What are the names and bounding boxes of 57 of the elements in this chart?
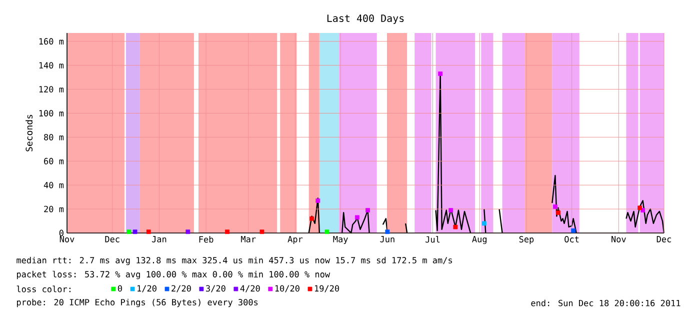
y-tick-label: 40 m [44, 182, 64, 188]
x-tick-label: Sep [519, 236, 534, 244]
legend-label: 1/20 [138, 285, 156, 292]
legend-label: 10/20 [275, 285, 300, 292]
y-tick-label: 60 m [44, 158, 64, 164]
point [126, 230, 132, 234]
point [556, 210, 560, 215]
x-tick-label: Jan [152, 236, 166, 242]
legend-label: 3/20 [206, 285, 226, 292]
y-axis-title: Seconds [26, 114, 33, 152]
x-tick-label: Dec [105, 236, 120, 242]
point [316, 198, 320, 203]
legend-label: 0 [118, 285, 122, 292]
point [260, 230, 264, 234]
text: packet loss: 53.72 % avg 100.00 % max 0.00 % min 100.00 % now [17, 270, 330, 280]
point [448, 208, 454, 212]
x-tick-label: Oct [564, 236, 579, 242]
x-tick-label: Nov [60, 236, 74, 242]
text: median rtt: 2.7 ms avg 132.8 ms max 325.4 us min 457.3 us now 15.7 ms sd 172.5 m am/s [16, 256, 452, 266]
point [385, 230, 390, 234]
legend-title: loss color: [16, 286, 70, 292]
x-tick-label: Dec [656, 236, 671, 242]
point [482, 221, 486, 226]
point [146, 230, 151, 234]
point [453, 224, 458, 230]
y-tick-label: 0 [59, 230, 64, 236]
x-tick-label: Jun [380, 236, 394, 242]
y-tick-label: 120 m [39, 86, 64, 92]
point [186, 230, 190, 234]
point [552, 204, 558, 209]
legend-label: 4/20 [240, 285, 260, 292]
legend-label: 2/20 [172, 285, 191, 292]
point [324, 230, 330, 234]
x-tick-label: Aug [472, 236, 486, 244]
chart-title: Last 400 Days [327, 14, 404, 24]
y-tick-label: 100 m [39, 110, 64, 116]
point [438, 72, 443, 76]
y-tick-label: 160 m [39, 38, 64, 45]
x-tick-label: Jul [426, 236, 440, 243]
point [225, 230, 230, 234]
text: probe: 20 ICMP Echo Pings (56 Bytes) every 300s [17, 298, 258, 308]
y-tick-label: 20 m [44, 206, 64, 212]
legend-label: 19/20 [314, 285, 340, 292]
text: end: Sun Dec 18 20:00:16 2011 [531, 300, 680, 306]
x-tick-label: Nov [612, 236, 626, 242]
x-tick-label: Mar [241, 236, 256, 242]
point [310, 216, 314, 221]
y-tick-label: 140 m [39, 62, 64, 69]
x-tick-label: May [333, 236, 348, 244]
x-tick-label: Apr [288, 236, 303, 244]
point [638, 206, 642, 210]
point [366, 208, 370, 212]
point [354, 215, 360, 220]
point [132, 230, 138, 234]
x-tick-label: Feb [199, 236, 214, 243]
point [571, 228, 576, 233]
y-tick-label: 80 m [44, 134, 64, 140]
